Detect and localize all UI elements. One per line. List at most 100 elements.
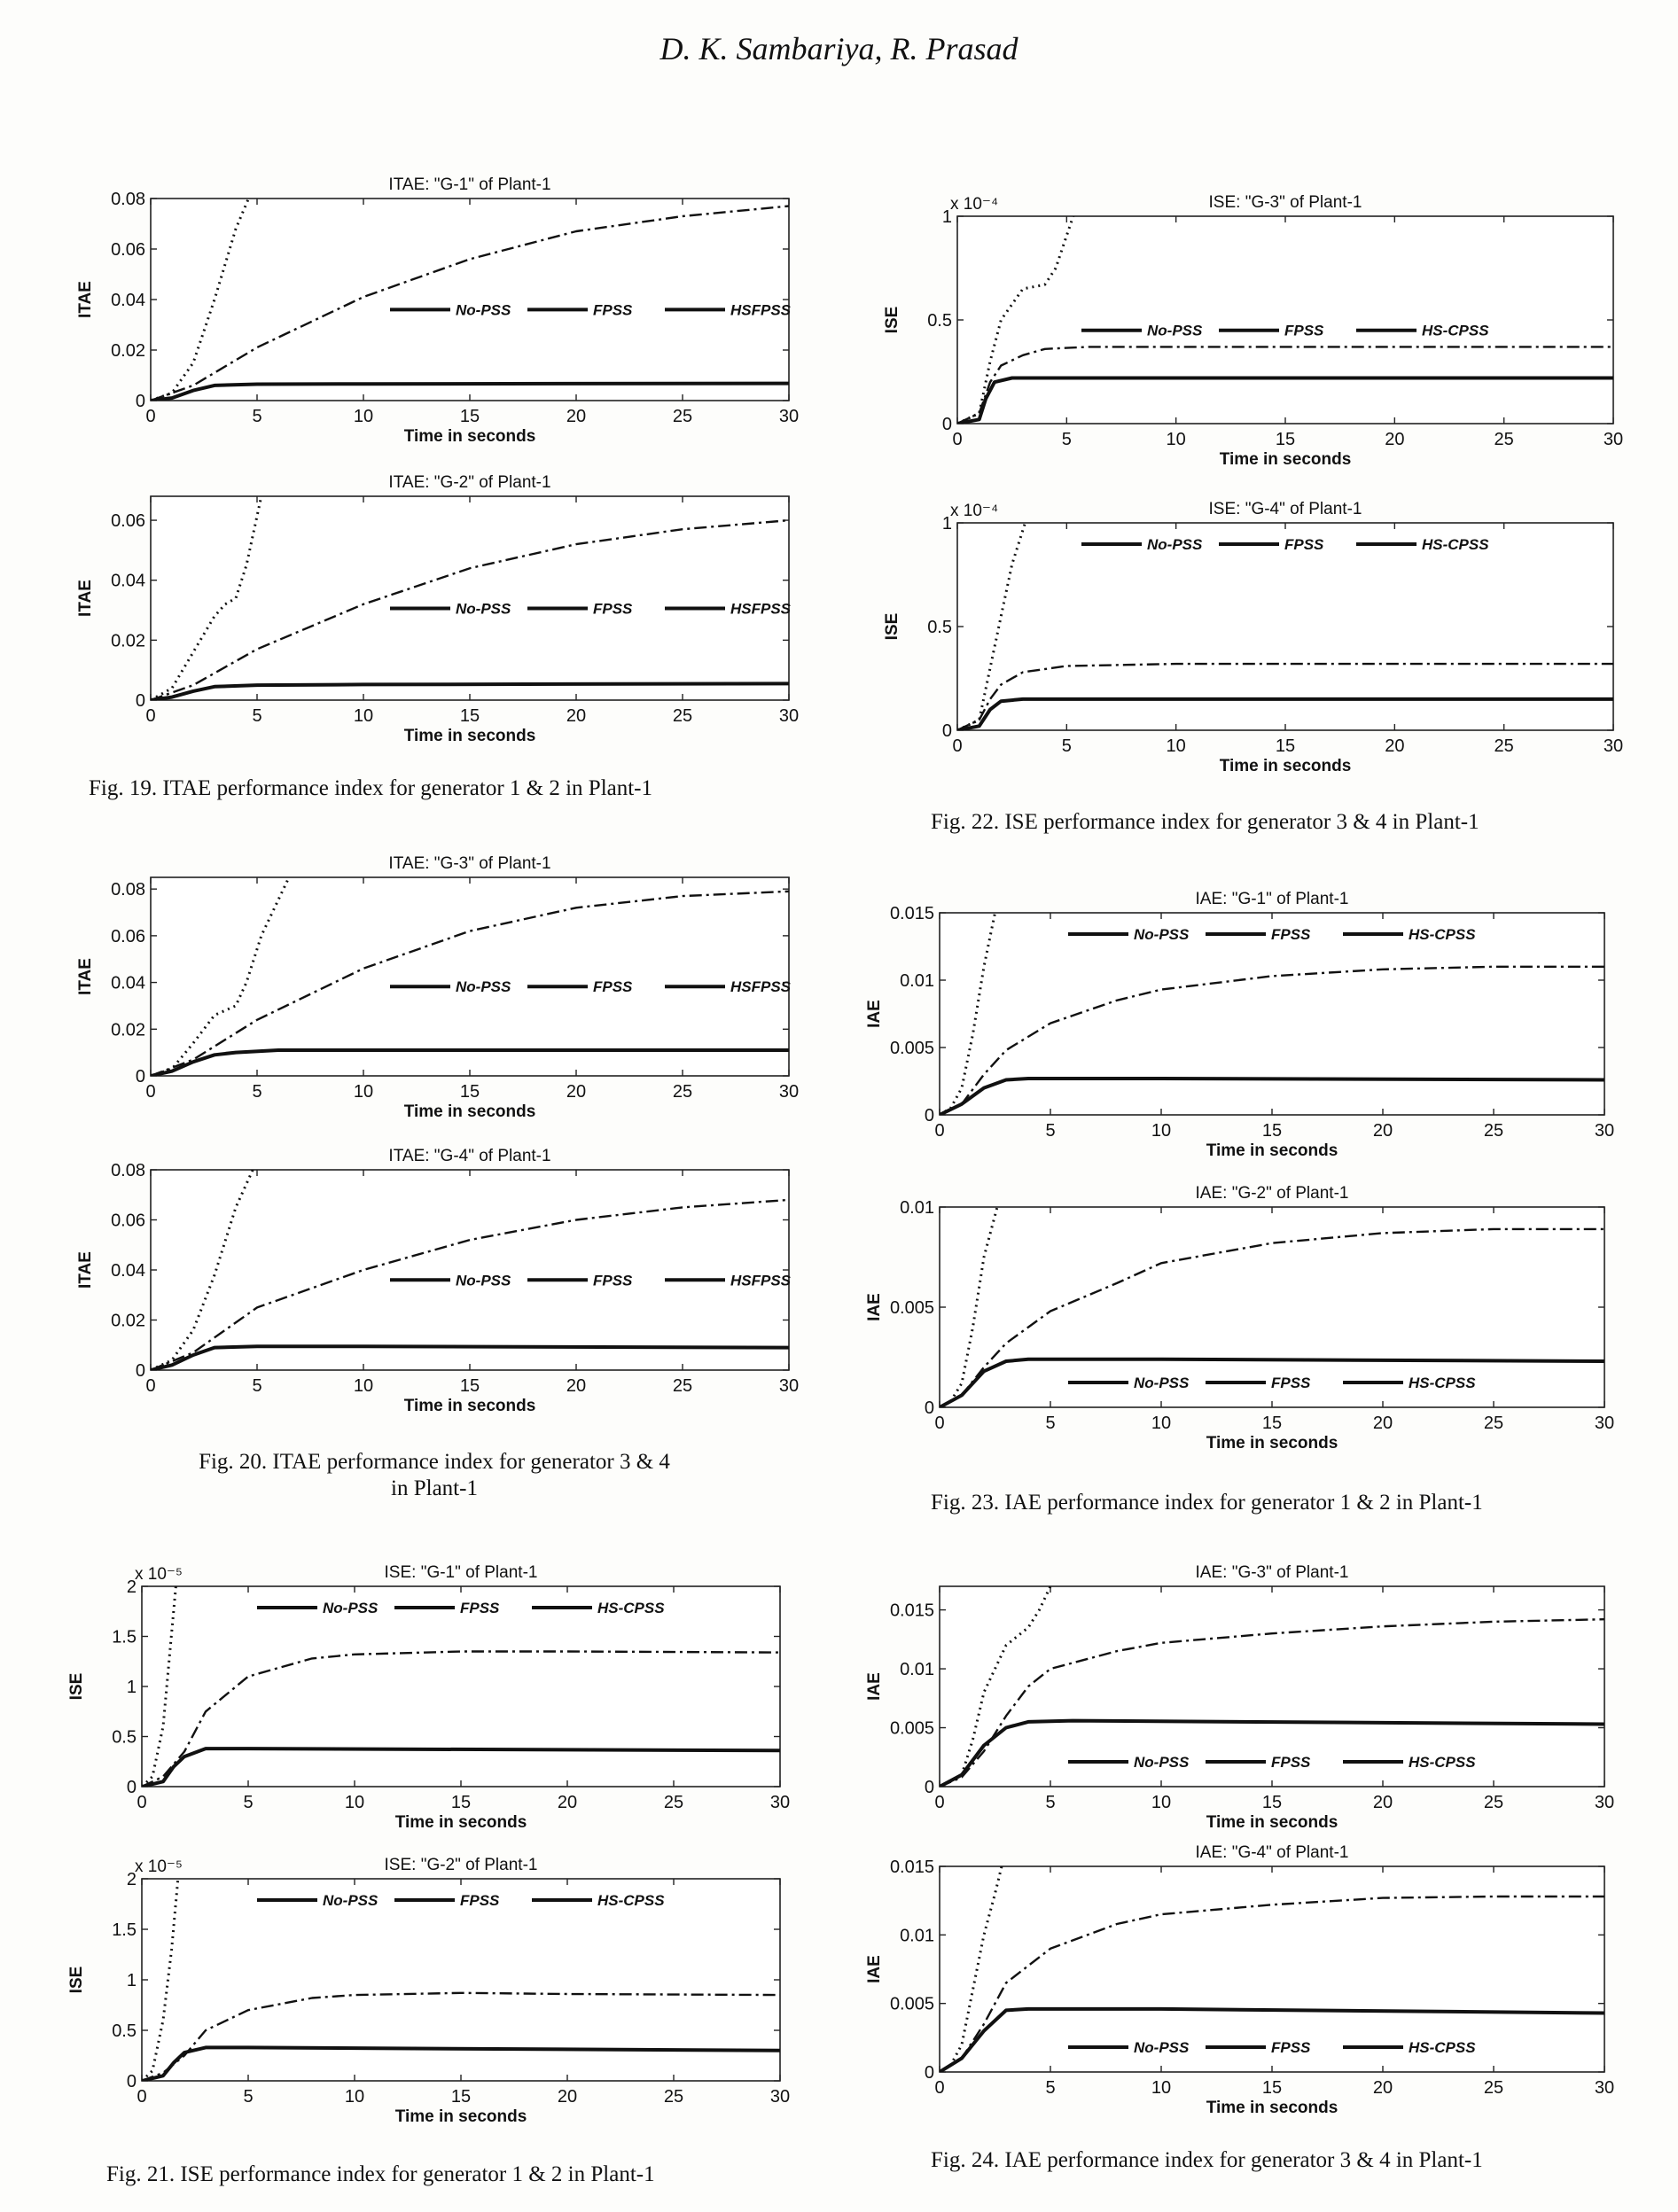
- figure-caption-20: Fig. 20. ITAE performance index for gene…: [199, 1450, 670, 1500]
- x-tick-label: 10: [345, 2087, 364, 2107]
- y-tick-label: 0.04: [111, 572, 145, 591]
- y-tick-label: 0: [925, 1398, 934, 1418]
- y-tick-label: 0.01: [900, 1198, 934, 1218]
- y-tick-label: 0.015: [890, 1601, 934, 1621]
- x-tick-label: 15: [451, 2087, 471, 2107]
- legend-label: FPSS: [1284, 323, 1324, 339]
- x-tick-label: 10: [1151, 1414, 1171, 1433]
- x-tick-label: 5: [1045, 1414, 1055, 1433]
- y-tick-label: 0: [925, 1778, 934, 1797]
- x-tick-label: 15: [1262, 1793, 1282, 1812]
- chart-12: IAE: "G-4" of Plant-1 0 5 10 15 20 25 30 Time in…: [865, 1843, 1614, 2117]
- chart-title: IAE: "G-4" of Plant-1: [1196, 1843, 1349, 1862]
- y-tick-label: 0.02: [111, 1312, 145, 1331]
- x-tick-label: 10: [1151, 2078, 1171, 2098]
- legend-label: No-PSS: [323, 1892, 379, 1909]
- chart-title: ITAE: "G-3" of Plant-1: [388, 854, 550, 873]
- y-tick-label: 0.015: [890, 904, 934, 923]
- series-line-fpss: [142, 1991, 780, 2081]
- y-tick-label: 0.08: [111, 190, 145, 209]
- figure-caption-19: Fig. 19. ITAE performance index for gene…: [89, 776, 653, 800]
- x-axis-label: Time in seconds: [1220, 757, 1352, 775]
- series-line-hs-cpss: [940, 2006, 1604, 2072]
- x-tick-label: 20: [566, 407, 586, 426]
- x-tick-label: 30: [1595, 1121, 1614, 1141]
- y-tick-label: 1: [942, 207, 952, 227]
- plot-frame: [150, 198, 790, 401]
- x-tick-label: 15: [1262, 1414, 1282, 1433]
- x-tick-label: 30: [1604, 430, 1623, 449]
- legend-label: HSFPSS: [730, 601, 792, 618]
- x-tick-label: 20: [1373, 2078, 1393, 2098]
- y-tick-label: 0: [136, 1361, 145, 1381]
- series-line-hsfpss: [151, 682, 789, 700]
- legend-label: HS-CPSS: [1409, 1375, 1476, 1391]
- y-axis-label: ITAE: [76, 281, 95, 318]
- plot-frame: [141, 1585, 781, 1788]
- x-tick-label: 10: [354, 407, 373, 426]
- plot-frame: [150, 495, 790, 701]
- series-line-hs-cpss: [940, 1357, 1604, 1407]
- series-line-fpss: [940, 1895, 1604, 2072]
- series-line-no-pss: [151, 1170, 254, 1370]
- y-axis-label: ITAE: [76, 1251, 95, 1289]
- y-axis-label: IAE: [865, 1293, 884, 1321]
- y-tick-label: 0.02: [111, 341, 145, 361]
- legend-label: No-PSS: [1134, 1375, 1190, 1391]
- y-tick-label: 0.005: [890, 1995, 934, 2014]
- series-line-fpss: [142, 1650, 780, 1787]
- x-tick-label: 25: [664, 2087, 683, 2107]
- x-tick-label: 10: [345, 1793, 364, 1812]
- x-tick-label: 10: [1151, 1793, 1171, 1812]
- x-tick-label: 0: [934, 1793, 944, 1812]
- x-tick-label: 15: [460, 1376, 480, 1396]
- y-axis-label: ITAE: [76, 958, 95, 995]
- legend-label: No-PSS: [456, 1272, 511, 1289]
- x-axis-label: Time in seconds: [1206, 2099, 1338, 2117]
- x-axis-label: Time in seconds: [404, 1102, 536, 1121]
- y-tick-label: 0.06: [111, 240, 145, 260]
- series-line-fpss: [940, 1618, 1604, 1787]
- plot-frame: [150, 876, 790, 1077]
- x-tick-label: 20: [1373, 1121, 1393, 1141]
- figure-caption-22: Fig. 22. ISE performance index for gener…: [931, 810, 1479, 834]
- y-tick-label: 0.04: [111, 974, 145, 993]
- plot-frame: [956, 215, 1614, 424]
- y-axis-label: ISE: [883, 613, 901, 641]
- plot-frame: [150, 1169, 790, 1371]
- x-axis-label: Time in seconds: [404, 1397, 536, 1415]
- x-tick-label: 15: [1262, 2078, 1282, 2098]
- series-line-hs-cpss: [142, 2045, 780, 2081]
- x-tick-label: 5: [243, 1793, 253, 1812]
- y-axis-label: IAE: [865, 1955, 884, 1983]
- y-tick-label: 1.5: [112, 1920, 137, 1940]
- x-axis-label: Time in seconds: [1206, 1434, 1338, 1453]
- x-tick-label: 0: [145, 1376, 155, 1396]
- y-tick-label: 0: [136, 691, 145, 711]
- legend-label: FPSS: [1271, 1754, 1311, 1771]
- axis-multiplier: x 10⁻⁵: [135, 1858, 183, 1876]
- y-tick-label: 0.005: [890, 1719, 934, 1739]
- series-line-hs-cpss: [142, 1747, 780, 1787]
- y-axis-label: ITAE: [76, 580, 95, 617]
- y-tick-label: 0.08: [111, 880, 145, 900]
- x-axis-label: Time in seconds: [395, 1813, 527, 1832]
- x-tick-label: 5: [1045, 1121, 1055, 1141]
- series-line-no-pss: [151, 496, 263, 700]
- legend-label: HS-CPSS: [597, 1600, 665, 1616]
- x-tick-label: 30: [1595, 1414, 1614, 1433]
- legend-label: No-PSS: [456, 601, 511, 618]
- y-axis-label: ISE: [883, 307, 901, 334]
- y-tick-label: 2: [127, 1870, 137, 1889]
- series-line-fpss: [957, 662, 1613, 730]
- y-tick-label: 0.5: [927, 618, 952, 637]
- chart-10: IAE: "G-2" of Plant-1 0 5 10 15 20 25 30 Time in…: [865, 1184, 1614, 1453]
- legend-label: No-PSS: [1134, 2039, 1190, 2056]
- page-header-authors: D. K. Sambariya, R. Prasad: [659, 31, 1019, 66]
- x-tick-label: 25: [673, 1082, 692, 1102]
- y-tick-label: 0.01: [900, 1660, 934, 1679]
- series-line-no-pss: [940, 1586, 1052, 1787]
- y-tick-label: 0.5: [112, 1728, 137, 1748]
- legend-label: No-PSS: [456, 978, 511, 995]
